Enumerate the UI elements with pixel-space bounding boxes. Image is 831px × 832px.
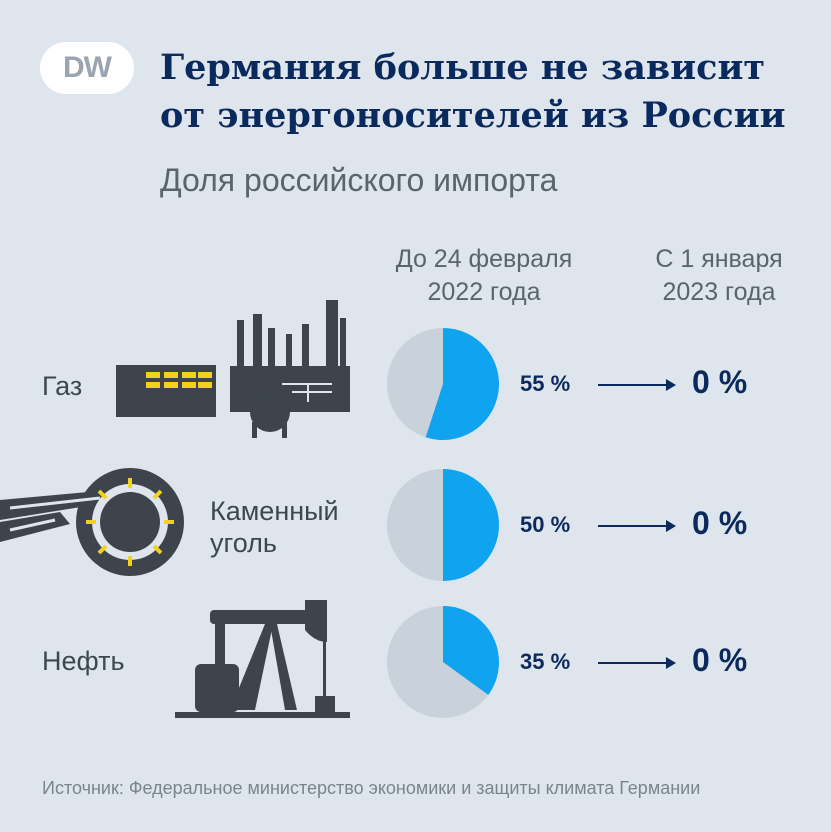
row-label-coal-line-2: уголь — [210, 528, 277, 558]
value-label-gas: 55 % — [520, 371, 571, 396]
source-note: Источник: Федеральное министерство эконо… — [42, 778, 701, 798]
pie-slice-oil — [443, 606, 500, 695]
pie-slice-coal — [443, 469, 499, 581]
row-label-oil: Нефть — [42, 646, 125, 676]
arrow-icon — [598, 520, 676, 532]
coal-excavator-icon — [0, 468, 184, 576]
pie-slice-gas — [425, 328, 500, 440]
after-value-coal: 0 % — [692, 505, 748, 541]
arrow-icon — [598, 379, 676, 391]
column-header-before-line-1: До 24 февраля — [395, 245, 573, 273]
column-header-after-line-2: 2023 года — [662, 278, 776, 306]
title-line-2: от энергоносителей из России — [160, 95, 786, 136]
after-value-gas: 0 % — [692, 364, 748, 400]
oil-pump-icon — [175, 600, 350, 718]
row-label-coal-line-1: Каменный — [210, 496, 339, 526]
column-header-after-line-1: С 1 января — [655, 245, 783, 273]
value-label-oil: 35 % — [520, 649, 571, 674]
column-header-before: До 24 февраля 2022 года — [364, 243, 604, 309]
row-label-gas: Газ — [42, 371, 83, 401]
column-header-after: С 1 января 2023 года — [599, 243, 831, 309]
arrow-icon — [598, 657, 676, 669]
subtitle: Доля российского импорта — [160, 162, 558, 198]
value-label-coal: 50 % — [520, 512, 571, 537]
column-header-before-line-2: 2022 года — [427, 278, 541, 306]
dw-logo: DW — [40, 42, 134, 94]
after-value-oil: 0 % — [692, 642, 748, 678]
dw-logo-text: DW — [63, 51, 112, 84]
gas-plant-icon — [116, 300, 350, 438]
row-label-coal: Каменный уголь — [210, 495, 339, 559]
title-line-1: Германия больше не зависит — [160, 47, 766, 88]
page-title: Германия больше не зависит от энергоноси… — [160, 44, 820, 140]
